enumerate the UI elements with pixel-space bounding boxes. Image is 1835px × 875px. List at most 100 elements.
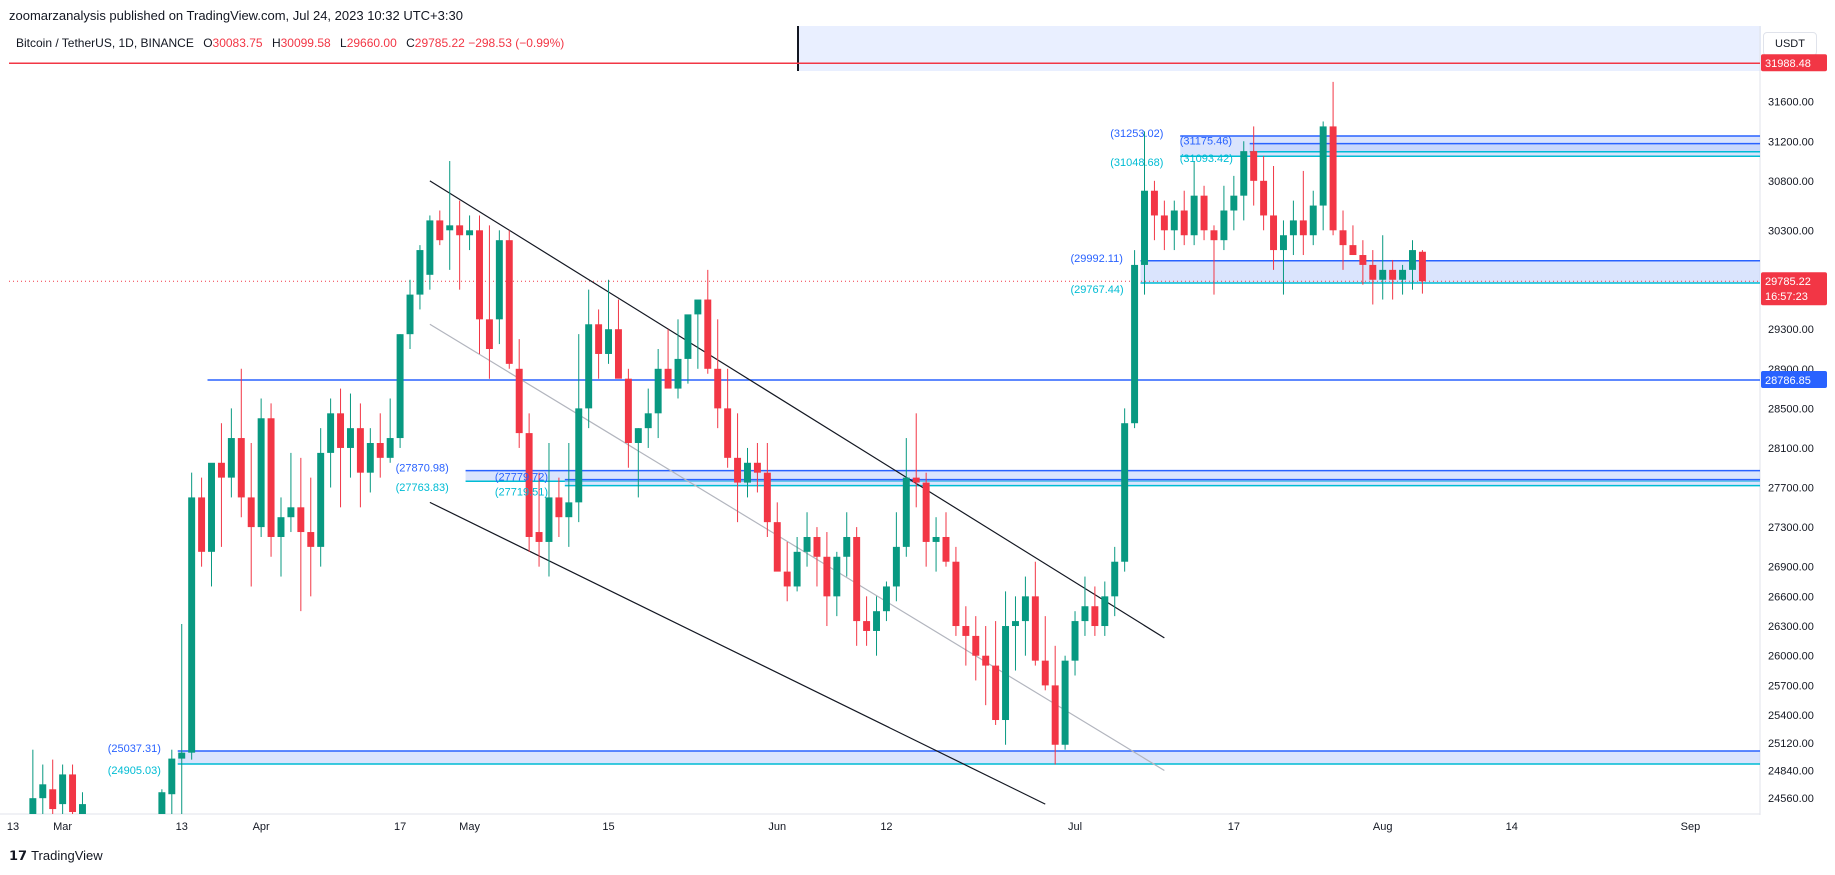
candle-body[interactable] (466, 230, 474, 236)
candle-body[interactable] (227, 438, 235, 478)
candle-body[interactable] (744, 462, 751, 483)
candle-body[interactable] (1279, 235, 1287, 251)
candle-body[interactable] (753, 462, 761, 473)
candle-body[interactable] (922, 482, 930, 542)
candle-body[interactable] (882, 586, 890, 612)
candle-body[interactable] (208, 462, 215, 552)
candle-body[interactable] (1299, 220, 1307, 236)
candle-body[interactable] (396, 334, 404, 439)
candle-body[interactable] (1051, 685, 1059, 745)
candle-body[interactable] (624, 378, 632, 443)
candle-body[interactable] (853, 536, 861, 622)
candle-body[interactable] (287, 507, 295, 518)
candle-body[interactable] (1101, 596, 1109, 627)
symbol-name[interactable]: Bitcoin / TetherUS, 1D, BINANCE (16, 36, 194, 50)
candle-body[interactable] (69, 774, 77, 813)
candle-body[interactable] (565, 502, 573, 518)
candle-body[interactable] (485, 319, 493, 350)
candle-body[interactable] (346, 428, 354, 448)
candle-body[interactable] (406, 294, 414, 335)
candle-body[interactable] (1260, 180, 1268, 216)
candle-body[interactable] (356, 428, 364, 473)
candle-body[interactable] (654, 368, 662, 414)
candle-body[interactable] (982, 655, 990, 666)
candle-body[interactable] (217, 462, 225, 478)
candle-body[interactable] (1111, 561, 1119, 597)
candle-body[interactable] (327, 413, 335, 453)
candle-body[interactable] (267, 418, 275, 537)
candle-body[interactable] (456, 225, 464, 236)
candle-body[interactable] (178, 752, 186, 759)
candle-body[interactable] (436, 220, 444, 241)
candle-body[interactable] (605, 329, 613, 354)
candle-body[interactable] (59, 774, 67, 805)
candle-body[interactable] (1121, 423, 1129, 562)
candle-body[interactable] (1081, 606, 1089, 622)
candle-body[interactable] (833, 556, 841, 597)
support-zone[interactable] (1140, 260, 1760, 283)
candle-body[interactable] (1418, 251, 1426, 282)
candle-body[interactable] (823, 556, 831, 597)
candle-body[interactable] (168, 758, 176, 795)
candle-body[interactable] (1190, 195, 1198, 236)
candle-body[interactable] (1379, 269, 1387, 280)
candle-body[interactable] (257, 418, 265, 528)
candle-body[interactable] (674, 358, 682, 389)
support-zone[interactable] (465, 470, 1761, 482)
candle-body[interactable] (684, 314, 692, 359)
candle-body[interactable] (873, 611, 880, 631)
candle-body[interactable] (1091, 606, 1099, 627)
candle-body[interactable] (724, 408, 732, 458)
candle-body[interactable] (952, 561, 960, 627)
candle-body[interactable] (962, 626, 970, 636)
candle-body[interactable] (803, 536, 811, 552)
candle-body[interactable] (1021, 596, 1029, 622)
support-zone[interactable] (564, 479, 1760, 486)
candle-body[interactable] (426, 220, 434, 275)
candle-body[interactable] (714, 368, 722, 409)
candle-body[interactable] (694, 299, 702, 315)
candle-body[interactable] (734, 457, 742, 483)
candle-body[interactable] (1150, 190, 1158, 216)
candle-body[interactable] (614, 329, 622, 379)
candle-body[interactable] (1160, 215, 1168, 231)
candle-body[interactable] (1240, 151, 1248, 196)
candle-body[interactable] (942, 536, 950, 562)
candle-body[interactable] (555, 497, 563, 518)
candle-body[interactable] (535, 532, 543, 542)
candle-body[interactable] (317, 452, 325, 547)
candle-body[interactable] (634, 428, 642, 443)
candle-body[interactable] (1339, 230, 1347, 246)
candle-body[interactable] (892, 546, 900, 587)
candle-body[interactable] (912, 477, 920, 483)
candle-body[interactable] (79, 804, 86, 814)
candle-body[interactable] (1270, 215, 1278, 251)
candle-body[interactable] (1349, 245, 1357, 256)
trendline[interactable] (429, 501, 1046, 805)
candle-body[interactable] (1061, 660, 1069, 745)
candle-body[interactable] (1071, 621, 1079, 661)
candle-body[interactable] (476, 230, 483, 320)
candle-body[interactable] (1002, 626, 1010, 721)
candle-body[interactable] (1399, 269, 1407, 280)
support-zone[interactable] (1249, 143, 1760, 152)
candle-body[interactable] (1220, 210, 1228, 241)
candle-body[interactable] (932, 536, 940, 542)
candle-body[interactable] (1230, 195, 1238, 211)
candle-body[interactable] (515, 368, 523, 434)
candle-body[interactable] (843, 536, 851, 557)
candle-body[interactable] (307, 532, 315, 547)
candle-body[interactable] (158, 792, 166, 814)
candle-body[interactable] (773, 522, 781, 572)
candle-body[interactable] (1141, 190, 1148, 265)
candle-body[interactable] (277, 517, 285, 537)
candle-body[interactable] (1012, 621, 1019, 627)
candle-body[interactable] (39, 784, 47, 799)
candle-body[interactable] (992, 665, 1000, 721)
candle-body[interactable] (495, 240, 503, 320)
candle-body[interactable] (902, 477, 910, 547)
candle-body[interactable] (585, 324, 593, 409)
support-zone[interactable] (177, 750, 1760, 765)
candle-body[interactable] (237, 438, 245, 498)
candle-body[interactable] (247, 497, 255, 528)
